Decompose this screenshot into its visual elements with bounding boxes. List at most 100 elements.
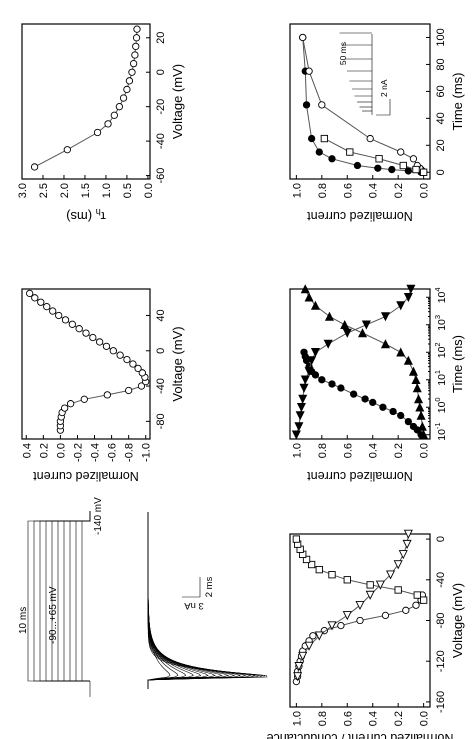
x-axis-label: Voltage (mV) — [450, 583, 465, 658]
data-point — [309, 632, 317, 640]
data-point — [399, 161, 407, 170]
current-trace — [147, 512, 264, 689]
data-point — [129, 360, 137, 368]
data-point — [102, 342, 111, 351]
data-point — [293, 672, 303, 682]
data-point — [415, 402, 425, 412]
series-line — [303, 352, 422, 436]
x-tick-label: 103 — [433, 315, 448, 331]
data-point — [300, 284, 310, 294]
current-trace — [147, 512, 268, 689]
data-point — [402, 606, 410, 614]
y-tick-label: -0.6 — [107, 443, 119, 462]
x-tick-label: 0 — [435, 169, 447, 175]
x-tick-label: -40 — [435, 572, 447, 588]
y-tick-label: 0.0 — [55, 443, 67, 458]
data-point — [296, 402, 306, 413]
y-tick-label: 0.2 — [38, 443, 50, 458]
y-tick-label: -0.2 — [72, 443, 84, 462]
data-point — [404, 417, 413, 426]
data-point — [417, 421, 427, 431]
y-axis-label: Normalized current — [307, 469, 413, 483]
data-point — [298, 394, 308, 404]
data-point — [61, 316, 70, 324]
y-tick-label: 0.2 — [393, 183, 405, 198]
protocol-step — [81, 511, 91, 682]
data-point — [397, 148, 405, 156]
x-tick-label: 40 — [155, 309, 167, 321]
data-point — [292, 535, 301, 543]
data-point — [304, 641, 314, 651]
data-point — [300, 375, 310, 385]
data-point — [26, 289, 34, 298]
data-point — [381, 611, 390, 620]
data-point — [361, 395, 369, 403]
data-point — [412, 165, 420, 174]
data-point — [379, 403, 387, 411]
y-tick-label: 2.5 — [38, 183, 50, 198]
data-point — [380, 312, 390, 322]
data-point — [68, 320, 76, 328]
data-point — [31, 294, 39, 302]
data-point — [125, 77, 134, 85]
data-point — [328, 155, 336, 163]
x-tick-label: 80 — [435, 58, 447, 70]
x-tick-label: 60 — [435, 85, 447, 97]
y-tick-label: 0.4 — [368, 183, 380, 198]
plot-frame — [21, 288, 151, 440]
data-point — [133, 25, 141, 33]
data-point — [358, 328, 368, 338]
data-point — [137, 382, 146, 390]
data-point — [55, 311, 63, 320]
data-point — [294, 422, 304, 432]
y-tick-label: 0.8 — [317, 443, 329, 458]
data-point — [109, 347, 117, 355]
x-axis-label: Voltage (mV) — [170, 64, 185, 139]
y-tick-label: 0.6 — [342, 443, 354, 458]
data-point — [116, 351, 124, 359]
data-point — [397, 411, 405, 420]
data-point — [125, 386, 133, 395]
y-tick-label: 0.4 — [368, 711, 380, 726]
data-point — [80, 395, 88, 403]
data-point — [294, 662, 304, 672]
data-point — [375, 155, 383, 163]
data-point — [134, 364, 142, 373]
data-point — [123, 85, 131, 94]
x-tick-label: -40 — [155, 133, 167, 149]
x-tick-label: -60 — [155, 168, 167, 184]
protocol-step — [33, 511, 91, 682]
data-point — [342, 611, 352, 621]
panel-a: 10 ms -90...+65 mV -140 mV 3 nA2 ms — [18, 497, 268, 697]
panel-f: 0 20 40 60 80 100 1.0 0.8 0.6 0.4 0.2 0.0 Time (ms) N… — [289, 23, 465, 223]
data-point — [403, 293, 413, 303]
data-point — [63, 146, 71, 154]
plot-frame — [21, 23, 151, 180]
x-tick-label: 20 — [435, 139, 447, 151]
data-point — [388, 165, 396, 174]
y-axis-label: Normalized current — [307, 209, 413, 223]
y-axis-label: Normalized current — [33, 469, 139, 483]
data-point — [307, 356, 317, 366]
x-tick-label: 40 — [435, 112, 447, 124]
protocol-step — [75, 511, 91, 682]
data-point — [361, 320, 371, 330]
data-point — [132, 42, 140, 51]
data-point — [366, 134, 374, 143]
data-point — [403, 355, 413, 365]
y-tick-label: 0.5 — [122, 183, 134, 198]
y-tick-label: 0.4 — [21, 443, 33, 458]
data-point — [396, 347, 406, 357]
data-point — [375, 580, 385, 590]
data-point — [411, 374, 421, 385]
y-tick-label: 1.0 — [291, 711, 303, 726]
y-tick-label: -0.8 — [124, 443, 136, 462]
data-point — [315, 148, 323, 156]
y-tick-label: 0.0 — [419, 443, 431, 458]
y-tick-label: 0.6 — [342, 183, 354, 198]
data-point — [302, 101, 311, 109]
data-point — [340, 319, 350, 330]
data-point — [356, 616, 364, 625]
data-point — [82, 329, 90, 337]
data-point — [314, 631, 324, 641]
